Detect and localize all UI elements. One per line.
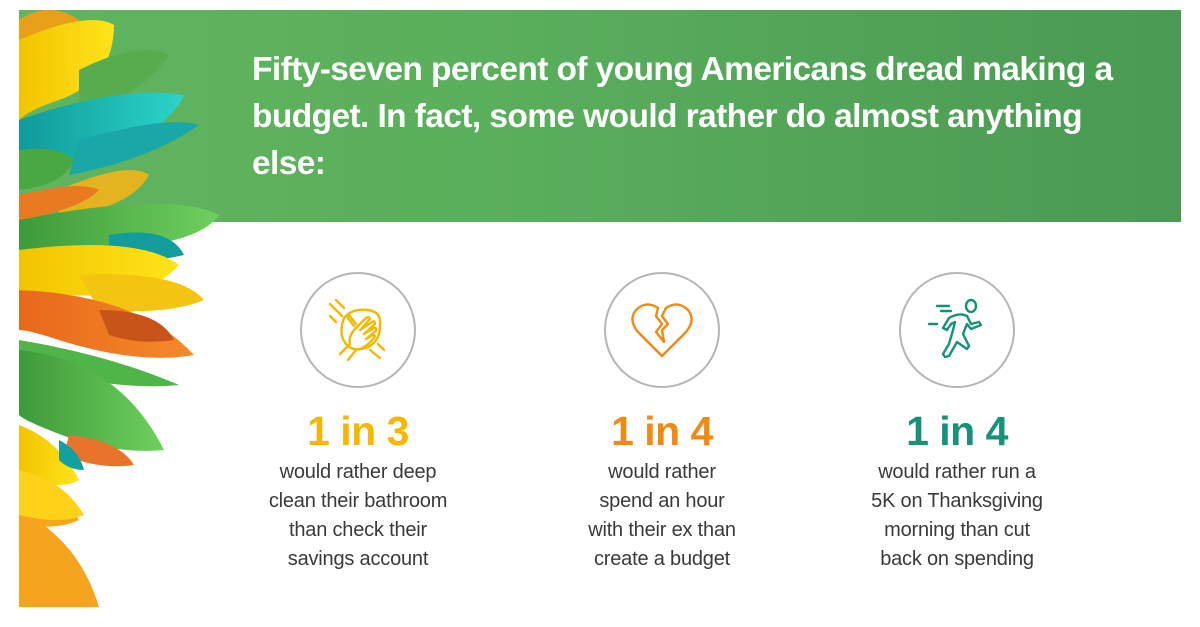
- stat-ratio: 1 in 4: [611, 408, 713, 454]
- stat-ratio: 1 in 3: [307, 408, 409, 454]
- description-line: 5K on Thanksgiving: [871, 490, 1043, 512]
- stat-description: would rather deep clean their bathroom t…: [228, 458, 488, 574]
- description-line: savings account: [287, 548, 429, 570]
- decorative-petals-image: [19, 10, 219, 607]
- stat-card-bathroom: 1 in 3 would rather deep clean their bat…: [228, 272, 488, 574]
- stat-card-ex: 1 in 4 would rather spend an hour with t…: [532, 272, 792, 574]
- headline-text: Fifty-seven percent of young Americans d…: [252, 51, 1113, 182]
- description-line: morning than cut: [884, 519, 1030, 541]
- description-line: create a budget: [594, 548, 730, 570]
- broken-heart-icon: [631, 303, 693, 358]
- description-line: clean their bathroom: [268, 490, 448, 512]
- infographic: Fifty-seven percent of young Americans d…: [19, 10, 1181, 617]
- running-person-icon: [927, 298, 983, 359]
- stat-description: would rather run a 5K on Thanksgiving mo…: [827, 458, 1087, 574]
- description-line: would rather deep: [279, 461, 437, 483]
- hand-wiping-cloth-icon: [328, 298, 386, 362]
- description-line: back on spending: [880, 548, 1034, 570]
- description-line: than check their: [289, 519, 427, 541]
- headline-banner: Fifty-seven percent of young Americans d…: [19, 10, 1181, 222]
- description-line: with their ex than: [588, 519, 736, 541]
- description-line: spend an hour: [599, 490, 725, 512]
- stat-description: would rather spend an hour with their ex…: [532, 458, 792, 574]
- stat-card-5k: 1 in 4 would rather run a 5K on Thanksgi…: [827, 272, 1087, 574]
- icon-circle: [899, 272, 1015, 388]
- icon-circle: [300, 272, 416, 388]
- icon-circle: [604, 272, 720, 388]
- description-line: would rather: [608, 461, 716, 483]
- description-line: would rather run a: [878, 461, 1036, 483]
- stat-ratio: 1 in 4: [906, 408, 1008, 454]
